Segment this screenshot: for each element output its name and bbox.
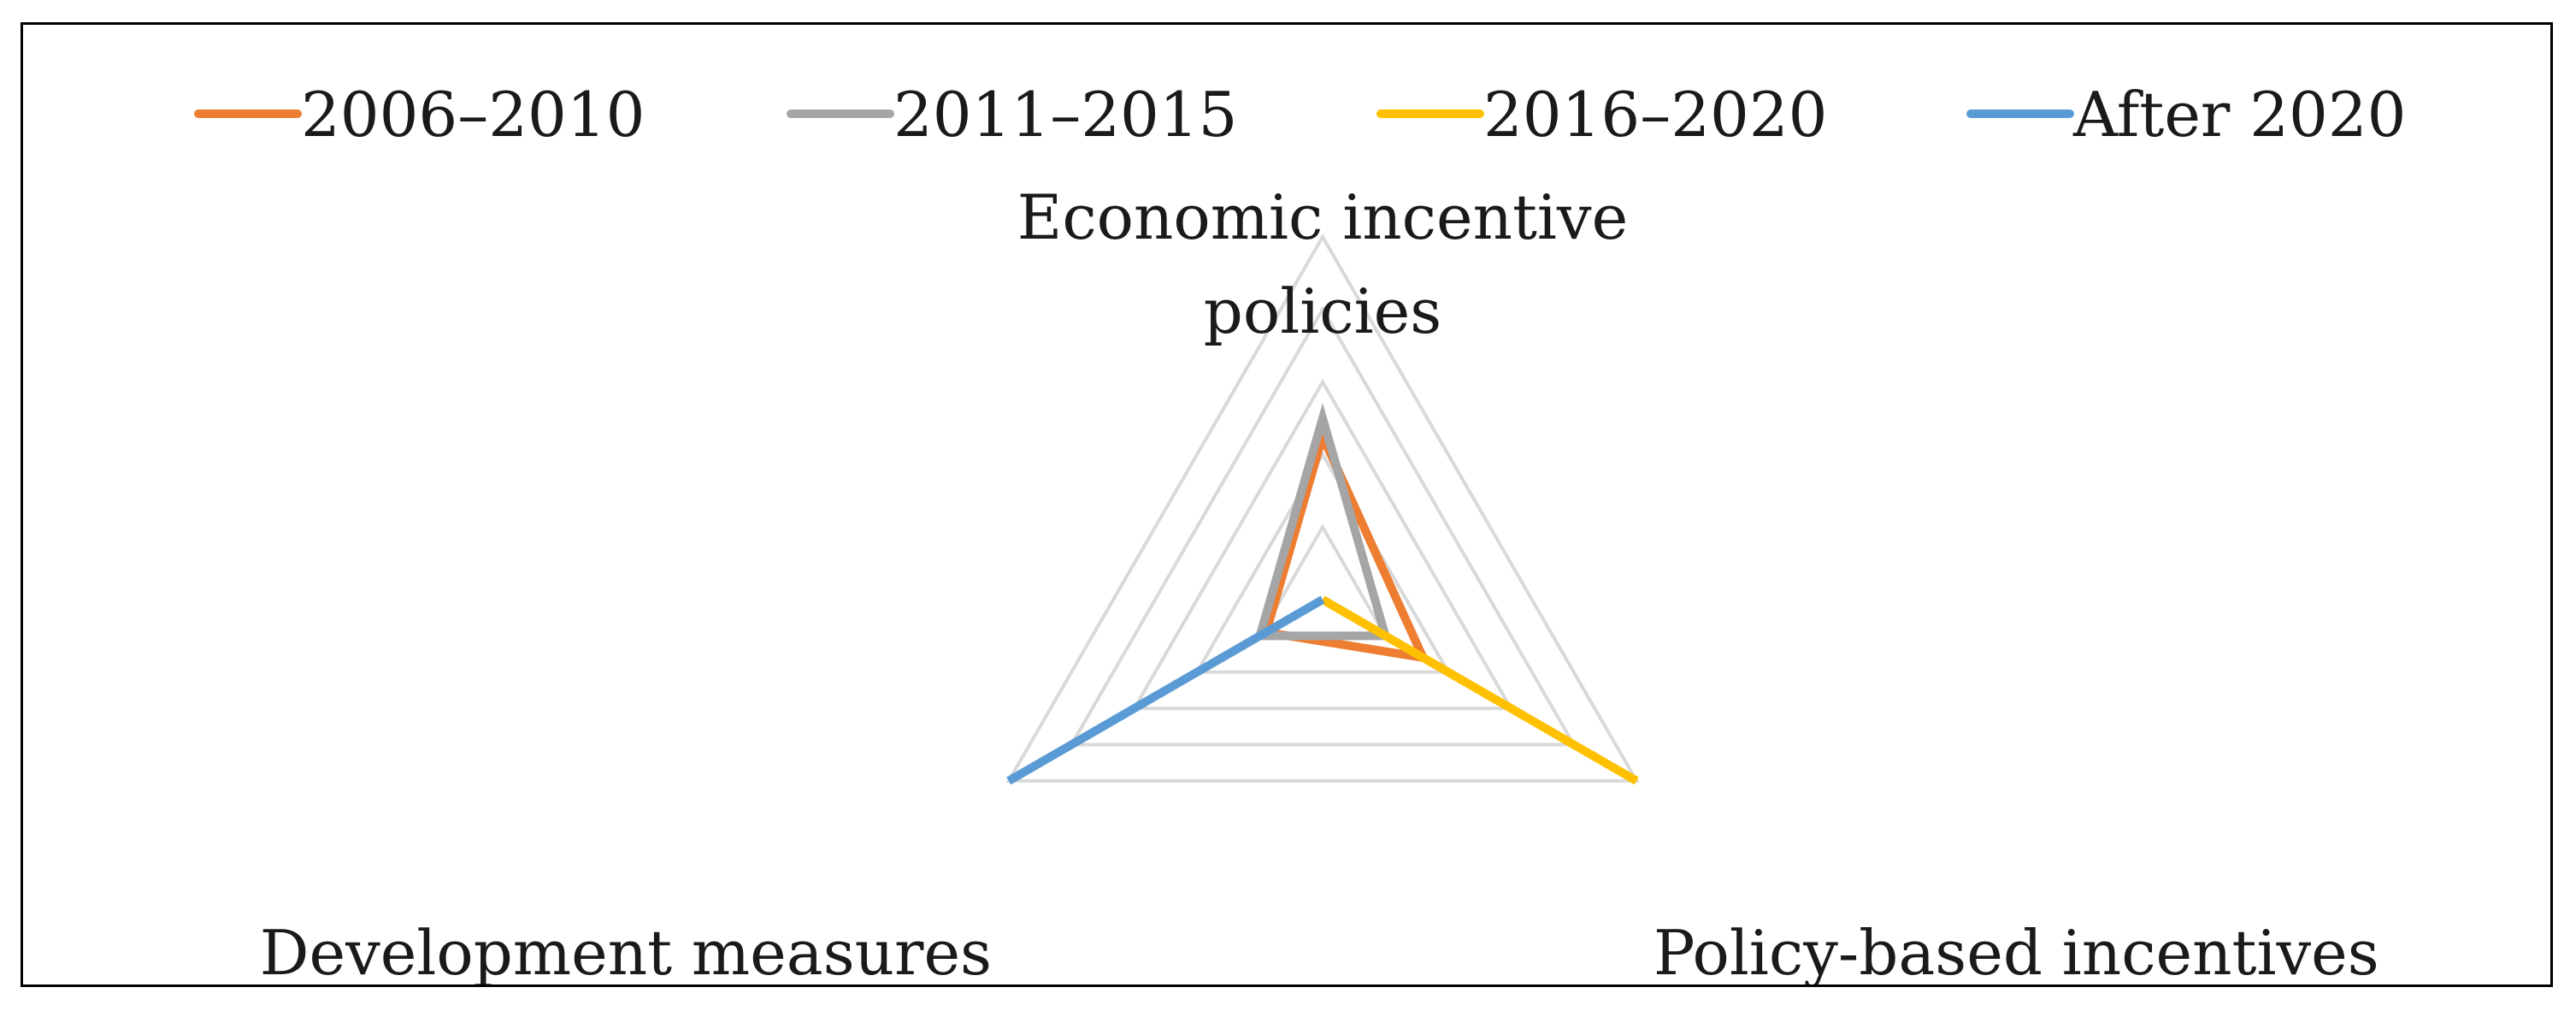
axis-label-layer: Economic incentive policies Policy-based i… bbox=[260, 181, 2379, 984]
axis-label-2-line-1: Policy-based incentives bbox=[1653, 917, 2379, 984]
series-layer bbox=[1006, 402, 1639, 785]
series-line-4 bbox=[1006, 595, 1325, 785]
axis-label-2: Policy-based incentives bbox=[1653, 917, 2379, 984]
axis-label-3-line-1: Development measures bbox=[260, 917, 992, 984]
axis-label-3: Development measures bbox=[260, 917, 992, 984]
chart-frame: Economic incentive policies Policy-based i… bbox=[21, 22, 2553, 987]
legend-label-2: 2011–2015 bbox=[893, 79, 1237, 151]
axis-label-1: Economic incentive policies bbox=[1017, 181, 1628, 347]
series-line-3 bbox=[1320, 595, 1639, 785]
legend: 2006–2010 2011–2015 2016–2020 After 2020 bbox=[194, 79, 2406, 151]
grid-ring-3 bbox=[1131, 378, 1514, 711]
axis-label-1-line-1: Economic incentive bbox=[1017, 181, 1628, 253]
axis-label-1-line-2: policies bbox=[1204, 275, 1441, 347]
grid-ring-2 bbox=[1194, 451, 1452, 674]
series-line-1 bbox=[1260, 423, 1430, 664]
legend-label-3: 2016–2020 bbox=[1483, 79, 1827, 151]
radar-chart: Economic incentive policies Policy-based i… bbox=[194, 79, 2406, 984]
grid-layer bbox=[1005, 234, 1640, 783]
series-line-2 bbox=[1253, 402, 1392, 641]
grid-ring-4 bbox=[1068, 305, 1577, 747]
grid-ring-5 bbox=[1005, 234, 1640, 783]
legend-label-4: After 2020 bbox=[2072, 79, 2406, 151]
legend-label-1: 2006–2010 bbox=[301, 79, 645, 151]
